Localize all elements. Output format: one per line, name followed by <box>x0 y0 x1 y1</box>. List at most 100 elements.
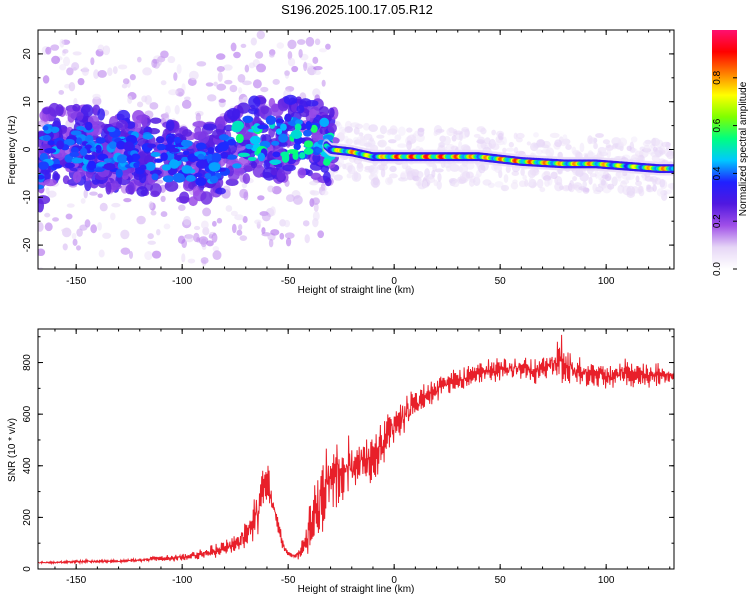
spectrogram-cell <box>312 211 320 221</box>
spectrogram-cell <box>595 186 604 193</box>
y-tick-label: 20 <box>22 48 33 60</box>
spectrogram-cell <box>282 164 296 172</box>
spectrogram-cell <box>309 180 319 186</box>
colorbar: 0.0 0.2 0.4 0.6 0.8 Normalized spectral ampl… <box>712 30 749 276</box>
spectrogram-cell <box>97 108 106 121</box>
x-tick-label: 0 <box>391 276 397 287</box>
colorbar-tick-label: 0.2 <box>712 214 723 228</box>
spectrogram-cell <box>115 168 123 178</box>
spectrogram-cell <box>284 113 292 122</box>
spectrogram-cell <box>166 135 174 145</box>
spectrogram-cell <box>558 185 564 190</box>
spectrogram-cell <box>59 38 65 48</box>
spectrogram-cell <box>121 83 128 89</box>
spectrogram-cell <box>261 212 271 222</box>
spectrogram-x-ticks: -150 -100 -50 0 50 100 <box>54 30 671 287</box>
spectrogram-cell <box>280 123 287 131</box>
spectrogram-cell <box>571 146 577 154</box>
spectrogram-cell <box>317 230 325 239</box>
spectrogram-cell <box>200 257 209 264</box>
spectrogram-cell <box>269 53 275 58</box>
spectrogram-cell <box>565 144 572 151</box>
spectrogram-cell <box>222 64 233 71</box>
spectrogram-cell <box>239 235 248 241</box>
spectrogram-cell <box>148 201 154 210</box>
spectrogram-cell <box>625 172 635 180</box>
spectrogram-cell <box>539 186 546 193</box>
spectrogram-cell <box>85 121 93 131</box>
spectrogram-cell <box>518 180 527 188</box>
spectrogram-cell <box>283 219 291 228</box>
spectrogram-cell <box>178 204 186 212</box>
spectrogram-cell <box>478 164 486 174</box>
spectrogram-cell <box>541 144 550 149</box>
spectrogram-cell <box>346 173 352 179</box>
spectrogram-cell <box>327 123 337 134</box>
spectrogram-cell <box>115 119 129 131</box>
spectrogram-cell <box>370 177 381 188</box>
spectrogram-cell <box>50 44 60 51</box>
snr-x-label: Height of straight line (km) <box>298 584 415 595</box>
spectrogram-cell <box>195 112 202 122</box>
spectrogram-cell <box>196 160 208 169</box>
spectrogram-cell <box>89 191 98 196</box>
spectrogram-cell <box>43 178 57 187</box>
spectrogram-cell <box>484 137 491 145</box>
spectrogram-cell <box>231 108 241 120</box>
spectrogram-cell <box>269 159 282 165</box>
spectrogram-cell <box>457 166 464 172</box>
spectrogram-cell <box>84 154 96 161</box>
spectrogram-cell <box>437 172 442 182</box>
spectrogram-cell <box>384 177 394 186</box>
spectrogram-cell <box>242 115 254 124</box>
spectrogram-cell <box>513 132 518 140</box>
spectrogram-cell <box>651 137 657 147</box>
spectrogram-cell <box>639 154 644 162</box>
spectrogram-cell <box>242 80 252 86</box>
spectrogram-cell <box>363 142 373 148</box>
spectrogram-cell <box>458 140 463 151</box>
spectrogram-cell <box>314 38 321 46</box>
spectrogram-cell <box>589 173 597 178</box>
spectrogram-cell <box>252 79 262 89</box>
spectrogram-cell <box>600 178 606 186</box>
snr-series <box>38 334 674 566</box>
spectrogram-cell <box>213 81 218 87</box>
spectrogram-cell <box>656 188 665 197</box>
spectrogram-cell <box>380 168 386 178</box>
spectrogram-cell <box>230 210 238 217</box>
spectrogram-cell <box>97 70 107 78</box>
spectrogram-cell <box>202 123 217 131</box>
spectrogram-cell <box>93 69 100 80</box>
spectrogram-cell <box>533 132 539 138</box>
spectrogram-cell <box>127 95 133 104</box>
spectrogram-cell <box>313 65 323 71</box>
spectrogram-cell <box>325 43 331 50</box>
spectrogram-cell <box>412 169 420 177</box>
spectrogram-cell <box>276 42 285 49</box>
spectrogram-cell <box>618 137 628 147</box>
spectrogram-cell <box>187 258 196 264</box>
spectrogram-cell <box>156 143 166 151</box>
spectrogram-cell <box>474 173 480 183</box>
spectrogram-cell <box>256 63 267 73</box>
spectrogram-cell <box>293 195 303 205</box>
spectrogram-cell <box>369 137 374 142</box>
spectrogram-cell <box>256 30 266 40</box>
spectrogram-cell <box>80 198 86 204</box>
spectrogram-cell <box>290 129 303 139</box>
figure-title: S196.2025.100.17.05.R12 <box>281 2 433 17</box>
spectrogram-cell <box>279 232 285 240</box>
spectrogram-cell <box>160 152 168 161</box>
spectrogram-cell <box>161 164 171 171</box>
spectrogram-cell <box>310 172 322 180</box>
spectrogram-cell <box>320 164 329 173</box>
spectrogram-cell <box>77 77 85 86</box>
spectrogram-cell <box>95 144 102 154</box>
spectrogram-cell <box>111 202 121 208</box>
spectrogram-cell <box>321 79 326 87</box>
spectrogram-cell <box>497 132 504 140</box>
spectrogram-cell <box>209 175 219 184</box>
spectrogram-cell <box>83 189 88 199</box>
